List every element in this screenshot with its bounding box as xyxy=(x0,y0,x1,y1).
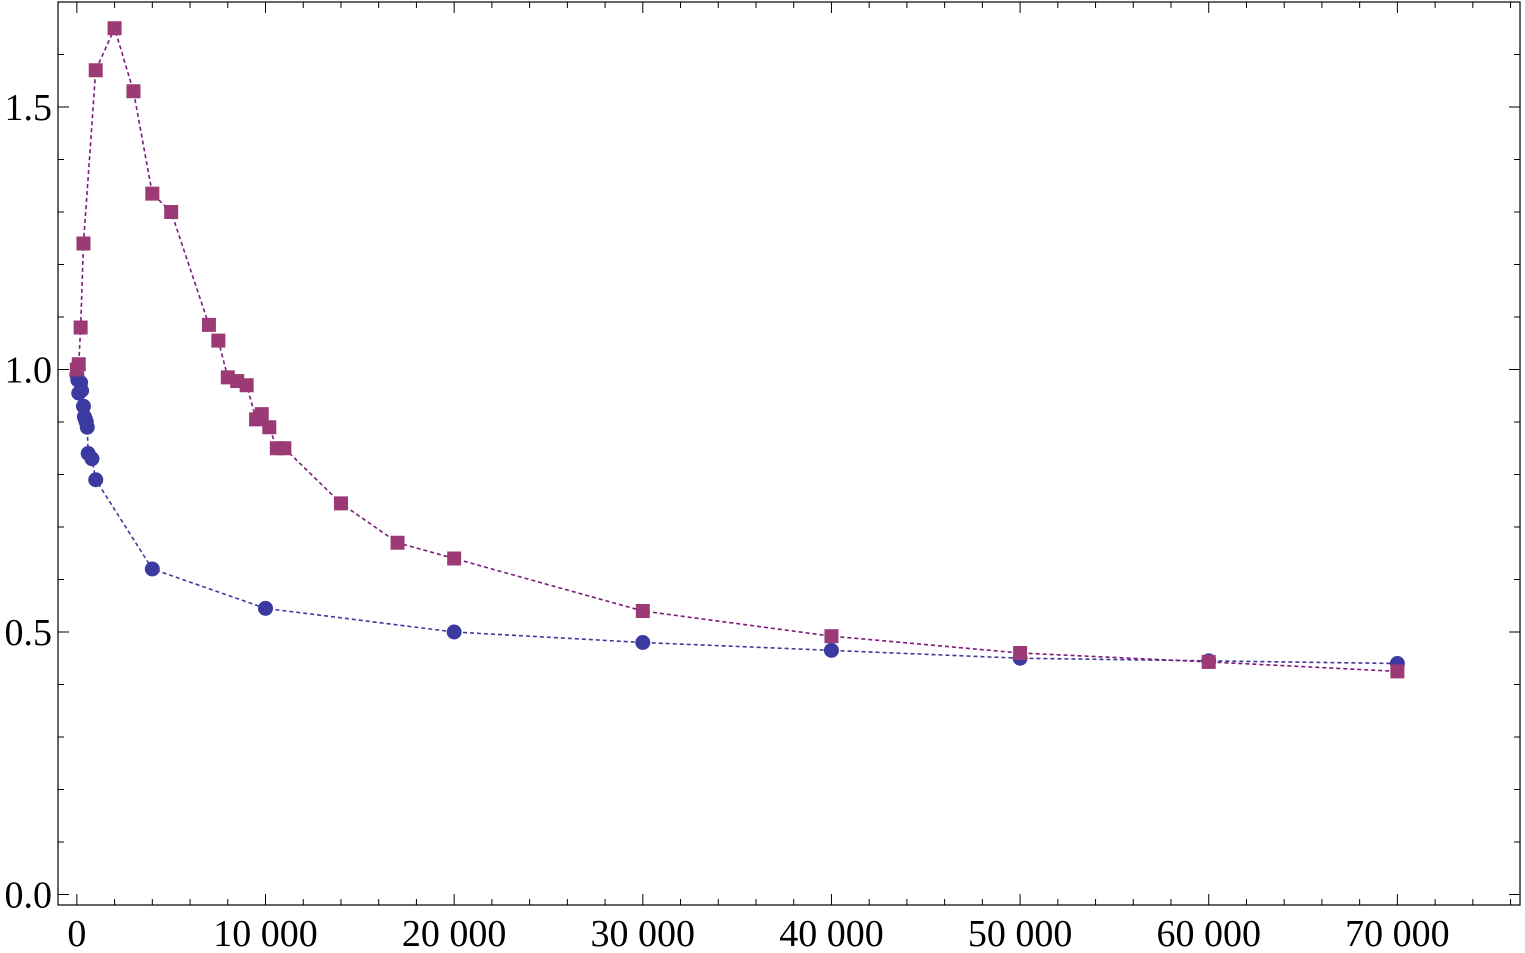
data-point-square xyxy=(333,496,348,511)
data-point-square xyxy=(262,420,277,435)
data-point-circle xyxy=(88,472,104,488)
data-point-square xyxy=(277,441,292,456)
data-point-square xyxy=(164,205,179,219)
x-tick-labels: 0 10 000 20 000 30 000 40 000 50 000 60 000 70 … xyxy=(67,913,1449,953)
x-tick-label: 30 000 xyxy=(591,913,696,953)
data-point-square xyxy=(211,333,226,348)
data-point-circle xyxy=(144,561,160,577)
data-point-square xyxy=(824,629,839,644)
data-point-square xyxy=(239,378,254,393)
data-point-square xyxy=(1390,664,1405,679)
x-tick-label: 0 xyxy=(67,913,86,953)
y-tick-label: 0.5 xyxy=(5,612,53,654)
data-point-circle xyxy=(446,624,462,640)
data-point-square xyxy=(76,236,91,251)
series-layer xyxy=(69,21,1405,679)
x-tick-label: 10 000 xyxy=(213,913,318,953)
series-1 xyxy=(69,367,1405,671)
data-point-circle xyxy=(79,419,95,435)
data-point-square xyxy=(71,357,86,372)
data-point-square xyxy=(107,21,122,36)
x-tick-label: 60 000 xyxy=(1156,913,1261,953)
data-point-square xyxy=(201,317,216,332)
data-point-square xyxy=(390,535,405,550)
data-point-circle xyxy=(84,451,100,467)
data-point-square xyxy=(73,320,88,335)
data-point-square xyxy=(254,407,269,422)
x-tick-label: 70 000 xyxy=(1345,913,1450,953)
data-point-square xyxy=(1201,654,1216,669)
y-tick-label: 1.0 xyxy=(5,350,53,392)
data-point-square xyxy=(447,551,462,566)
data-point-square xyxy=(126,84,141,99)
data-point-square xyxy=(1013,646,1028,660)
data-point-circle xyxy=(74,383,90,398)
series-2 xyxy=(69,21,1405,679)
data-point-circle xyxy=(258,600,274,616)
data-point-square xyxy=(88,63,103,78)
data-point-square xyxy=(635,604,650,618)
y-tick-label: 1.5 xyxy=(5,87,53,129)
x-tick-label: 50 000 xyxy=(968,913,1073,953)
y-tick-labels: 0.0 0.5 1.0 1.5 xyxy=(5,87,53,917)
data-point-circle xyxy=(635,635,651,650)
data-point-square xyxy=(145,186,160,201)
series-2-line xyxy=(76,25,1398,673)
x-tick-label: 40 000 xyxy=(779,913,884,953)
y-tick-label: 0.0 xyxy=(5,875,53,917)
plot-frame xyxy=(57,1,1521,906)
x-tick-label: 20 000 xyxy=(402,913,507,953)
series-1-line xyxy=(76,374,1398,665)
minor-ticks xyxy=(58,2,1520,905)
data-point-circle xyxy=(823,642,839,658)
major-ticks xyxy=(58,2,1520,905)
